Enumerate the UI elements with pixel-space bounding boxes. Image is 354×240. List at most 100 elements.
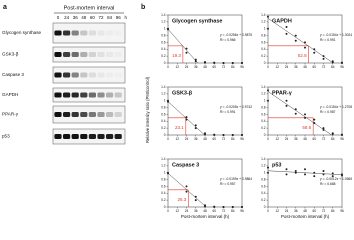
y-tick-label: 0.6 [161,40,166,44]
data-point [294,171,297,174]
x-tick-label: 12 [275,65,279,69]
x-tick-label: 60 [212,65,216,69]
blot-band [88,30,96,36]
x-tick-label: 72 [322,209,326,213]
x-tick-label: 0 [267,209,269,213]
blot-title: Post-mortem interval [64,5,115,11]
y-tick-label: 0.8 [261,33,266,37]
y-tick-label: 0.6 [261,112,266,116]
data-point [222,134,225,136]
fit-r2: R² = 0.966 [220,38,236,42]
fit-equation: y = -0.0154x + 1.2708 [320,105,352,109]
chart-title: Glycogen synthase [172,18,222,24]
y-tick-label: 0.6 [161,112,166,116]
x-tick-label: 0 [167,65,169,69]
fit-r2: R² = 0.991 [220,110,236,114]
x-tick-label: 24 [285,137,289,141]
chart-title: GSK3-β [172,90,193,96]
x-tick-label: 96 [340,137,344,141]
y-tick-label: 0.8 [161,105,166,109]
x-tick-label: 12 [275,209,279,213]
blot-band [80,30,88,36]
data-point [194,199,197,202]
y-tick-label: 0.4 [161,191,166,195]
data-point [204,61,206,64]
data-point [194,58,197,61]
data-point [267,15,269,18]
data-point [204,205,206,208]
data-point [304,113,306,116]
lane-label: 48 [81,15,87,20]
x-tick-label: 72 [322,65,326,69]
x-tick-label: 48 [203,137,207,141]
blot-band [63,92,71,98]
y-tick-label: 1.4 [261,13,266,17]
data-point [304,116,306,119]
x-tick-label: 84 [331,65,335,69]
fit-equation: y = -0.0256x + 0.9875 [220,33,252,37]
blot-band [114,92,122,98]
data-point [322,170,325,172]
y-tick-label: 1 [164,27,166,31]
figure: a Post-mortem interval b Relative intens… [2,4,352,219]
data-point [267,89,269,92]
y-tick-label: 0.6 [261,184,266,188]
protein-label: GSK3-β [2,52,19,57]
fit-equation: y = -0.0154x + 1.3024 [320,33,352,37]
data-point [313,48,316,51]
y-tick-label: 1.2 [161,92,166,96]
data-point [294,108,297,111]
x-tick-label: 0 [167,137,169,141]
data-point [341,62,343,64]
data-point [331,61,334,64]
blot-band [97,30,105,36]
data-point [322,55,325,58]
x-tick-label: 84 [231,209,235,213]
blot-band [88,112,96,117]
data-point [313,171,316,174]
data-point [231,134,234,136]
blot-band [54,92,62,98]
blot-band [115,73,122,78]
data-point [185,51,188,54]
data-point [313,175,316,178]
y-tick-label: 0.2 [261,54,266,58]
blot-band [80,52,88,57]
protein-label: p53 [2,134,10,139]
x-tick-label: 12 [175,137,179,141]
y-tick-label: 0 [164,61,166,65]
data-point [322,127,325,130]
data-point [222,62,225,64]
x-tick-label: 60 [212,137,216,141]
fit-line [167,172,207,208]
blot-band [106,52,114,57]
y-tick-label: 1.2 [261,92,266,96]
blot-frame [52,22,126,44]
y-tick-label: 0.6 [261,40,266,44]
blot-band [54,112,62,117]
data-point [185,116,188,119]
data-point [231,206,234,208]
x-tick-label: 60 [212,209,216,213]
blot-band [63,30,71,36]
y-tick-label: 1.4 [161,13,166,17]
threshold-label: 52.8 [298,53,307,58]
chart-title: Caspase 3 [172,162,199,168]
blot-band [71,72,79,78]
blot-band [97,112,105,117]
data-point [267,27,269,30]
x-tick-label: 96 [340,65,344,69]
data-point [285,32,288,35]
blot-band [106,31,113,36]
y-tick-label: 0.2 [261,126,266,130]
data-point [185,118,188,121]
y-tick-label: 0.2 [161,54,166,58]
fit-line [167,28,198,64]
blot-band [115,52,122,57]
data-point [167,172,169,175]
data-point [294,39,297,42]
x-tick-label: 0 [267,65,269,69]
data-point [313,51,316,54]
data-point [167,100,169,103]
x-tick-label: 60 [312,65,316,69]
